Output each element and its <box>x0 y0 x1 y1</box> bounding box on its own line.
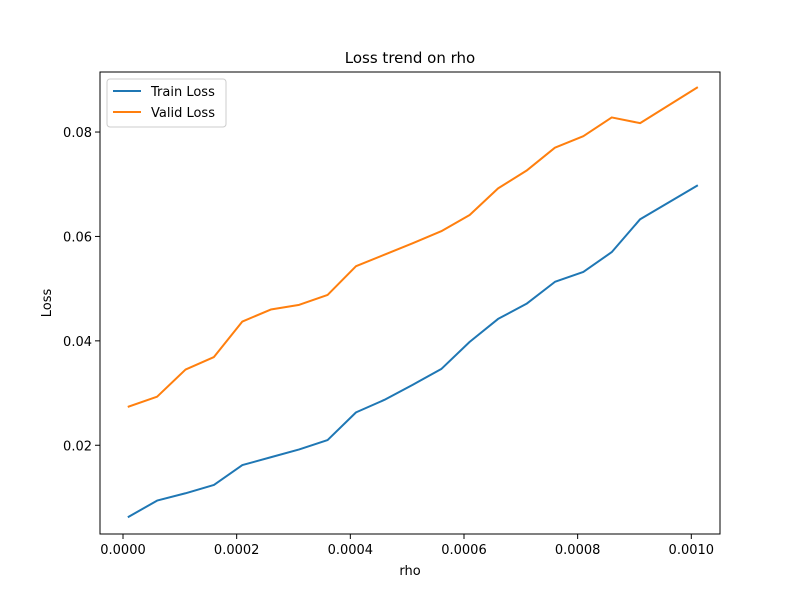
y-tick-label: 0.04 <box>63 335 92 350</box>
y-tick-label: 0.08 <box>63 126 92 141</box>
x-tick-label: 0.0000 <box>100 543 146 558</box>
x-tick-label: 0.0006 <box>441 543 487 558</box>
x-tick-label: 0.0004 <box>328 543 374 558</box>
x-axis-ticks: 0.0000 0.0002 0.0004 0.0006 0.0008 0.0010 <box>100 534 714 558</box>
plot-area-frame <box>99 71 721 535</box>
x-tick-label: 0.0008 <box>555 543 601 558</box>
chart-title: Loss trend on rho <box>345 49 475 67</box>
y-axis-ticks: 0.02 0.04 0.06 0.08 <box>63 126 100 454</box>
series-lines <box>127 86 699 519</box>
x-tick-label: 0.0010 <box>669 543 715 558</box>
y-axis-label: Loss <box>40 289 55 318</box>
legend: Train Loss Valid Loss <box>106 78 227 128</box>
legend-label-valid-loss: Valid Loss <box>151 106 215 121</box>
legend-label-train-loss: Train Loss <box>150 85 215 100</box>
x-axis-label: rho <box>399 564 420 579</box>
x-tick-label: 0.0002 <box>214 543 260 558</box>
y-tick-label: 0.02 <box>63 439 92 454</box>
series-line-train-loss <box>127 184 699 519</box>
series-line-valid-loss <box>127 86 699 408</box>
y-tick-label: 0.06 <box>63 230 92 245</box>
